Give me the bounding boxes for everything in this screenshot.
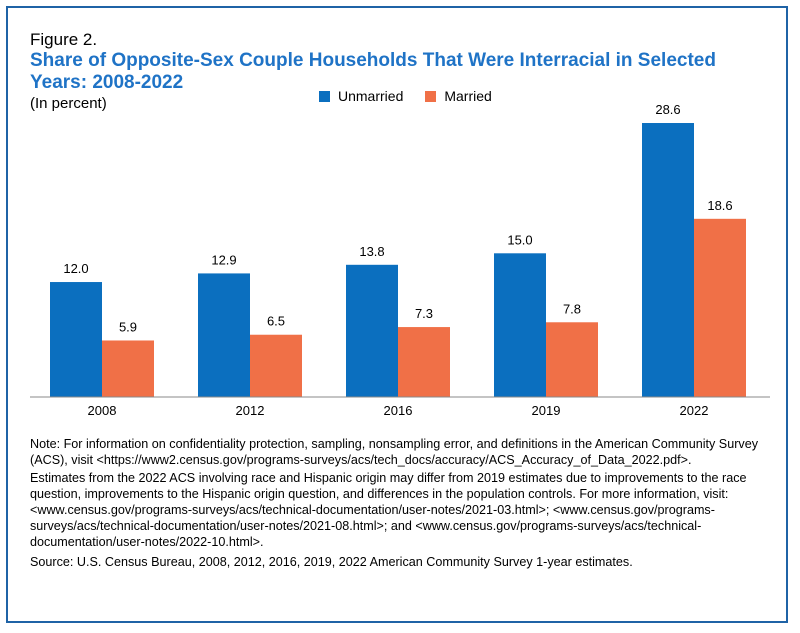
bar-married-2008	[102, 340, 154, 397]
data-label-unmarried-2016: 13.8	[359, 244, 384, 259]
data-label-unmarried-2022: 28.6	[655, 102, 680, 117]
legend-swatch-unmarried	[319, 90, 330, 102]
bar-married-2016	[398, 327, 450, 397]
title-post: Couple Households That Were Interracial …	[30, 50, 716, 93]
bar-unmarried-2008	[50, 282, 102, 397]
title-pre: Share of	[30, 50, 112, 71]
bar-married-2022	[694, 218, 746, 397]
legend-item-married: Married	[425, 88, 492, 104]
x-tick-label-2019: 2019	[532, 403, 561, 418]
legend-label-unmarried: Unmarried	[338, 88, 404, 104]
x-tick-label-2012: 2012	[236, 403, 265, 418]
data-label-unmarried-2008: 12.0	[63, 261, 88, 276]
title-bold: Opposite-Sex	[111, 50, 234, 71]
note-accuracy: Note: For information on confidentiality…	[30, 437, 759, 467]
bar-married-2012	[250, 334, 302, 397]
legend-item-unmarried: Unmarried	[319, 88, 403, 104]
data-label-unmarried-2012: 12.9	[211, 252, 236, 267]
data-label-married-2012: 6.5	[267, 314, 285, 329]
bar-unmarried-2022	[642, 123, 694, 398]
bar-unmarried-2019	[494, 253, 546, 397]
legend-label-married: Married	[444, 88, 492, 104]
data-label-unmarried-2019: 15.0	[507, 232, 532, 247]
x-tick-label-2008: 2008	[88, 403, 117, 418]
chart-notes: Note: For information on confidentiality…	[30, 436, 775, 572]
chart-legend: Unmarried Married	[319, 88, 514, 104]
legend-swatch-married	[425, 90, 437, 102]
chart-subtitle: (In percent)	[30, 95, 107, 112]
x-tick-label-2022: 2022	[680, 403, 709, 418]
chart-title: Share of Opposite-Sex Couple Households …	[30, 50, 770, 94]
data-label-married-2022: 18.6	[707, 198, 732, 213]
bar-unmarried-2012	[198, 273, 250, 397]
data-label-married-2016: 7.3	[415, 306, 433, 321]
data-label-married-2019: 7.8	[563, 301, 581, 316]
note-estimates: Estimates from the 2022 ACS involving ra…	[30, 471, 747, 549]
bar-unmarried-2016	[346, 264, 398, 397]
x-tick-label-2016: 2016	[384, 403, 413, 418]
figure-label: Figure 2.	[30, 30, 98, 49]
source-note: Source: U.S. Census Bureau, 2008, 2012, …	[30, 555, 633, 569]
data-label-married-2008: 5.9	[119, 319, 137, 334]
bar-married-2019	[546, 322, 598, 397]
